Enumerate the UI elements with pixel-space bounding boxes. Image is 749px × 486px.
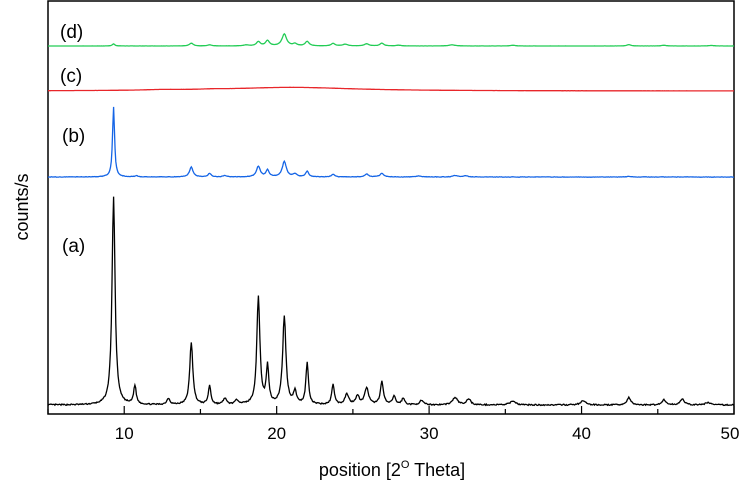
- x-tick-label: 10: [115, 424, 134, 443]
- x-axis: 10 20 30 40 50: [47, 406, 740, 443]
- x-tick-label: 50: [721, 424, 740, 443]
- y-axis-title: counts/s: [12, 173, 32, 240]
- x-tick-label: 40: [572, 424, 591, 443]
- series-layer: [47, 32, 735, 407]
- plot-frame: [47, 0, 735, 415]
- x-tick-label: 20: [267, 424, 286, 443]
- series-line-b: [47, 106, 735, 178]
- series-label-a: (a): [62, 236, 85, 257]
- x-axis-title: position [2O Theta]: [319, 459, 465, 480]
- x-tick-label: 30: [420, 424, 439, 443]
- x-axis-title-sup: O: [401, 459, 410, 471]
- series-label-d: (d): [60, 22, 83, 43]
- x-axis-title-main: position [2: [319, 460, 401, 480]
- series-label-b: (b): [62, 126, 85, 147]
- x-axis-title-tail: Theta]: [409, 460, 465, 480]
- series-label-c: (c): [60, 66, 82, 87]
- series-line-d: [48, 32, 734, 47]
- series-line-a: [47, 196, 735, 407]
- series-line-c: [48, 86, 734, 92]
